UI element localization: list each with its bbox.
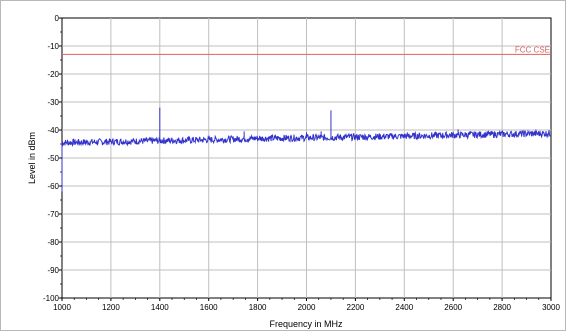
series-group (61, 107, 552, 192)
x-tick-label: 2000 (298, 303, 316, 312)
grid (62, 18, 551, 298)
x-tick-label: 2800 (493, 303, 511, 312)
y-tick-label: -50 (47, 154, 59, 163)
y-tick-label: -70 (47, 210, 59, 219)
x-tick-label: 3000 (542, 303, 560, 312)
limit-line-group: FCC CSE (62, 45, 551, 55)
x-tick-label: 1800 (249, 303, 267, 312)
x-tick-label: 2200 (347, 303, 365, 312)
x-tick-label: 1200 (102, 303, 120, 312)
spectrum-trace (61, 107, 552, 192)
y-axis-label: Level in dBm (27, 132, 37, 184)
y-tick-label: -30 (47, 98, 59, 107)
axes (59, 17, 552, 301)
y-tick-label: -100 (43, 294, 60, 303)
y-tick-label: -10 (47, 42, 59, 51)
limit-line-label: FCC CSE (515, 45, 550, 54)
x-tick-label: 2600 (444, 303, 462, 312)
y-tick-label: -40 (47, 126, 59, 135)
y-tick-label: -80 (47, 238, 59, 247)
x-tick-label: 2400 (395, 303, 413, 312)
y-tick-label: -60 (47, 182, 59, 191)
x-tick-label: 1000 (53, 303, 71, 312)
y-tick-label: -20 (47, 70, 59, 79)
y-tick-label: -90 (47, 266, 59, 275)
x-tick-labels: 1000 1200 1400 1600 1800 2000 2200 2400 2600 2800… (53, 303, 560, 312)
x-axis-label: Frequency in MHz (269, 319, 343, 329)
y-tick-labels: 0 -10 -20 -30 -40 -50 -60 -70 -80 -90 -100 (43, 14, 60, 303)
x-tick-label: 1600 (200, 303, 218, 312)
x-tick-label: 1400 (151, 303, 169, 312)
y-tick-label: 0 (55, 14, 60, 23)
